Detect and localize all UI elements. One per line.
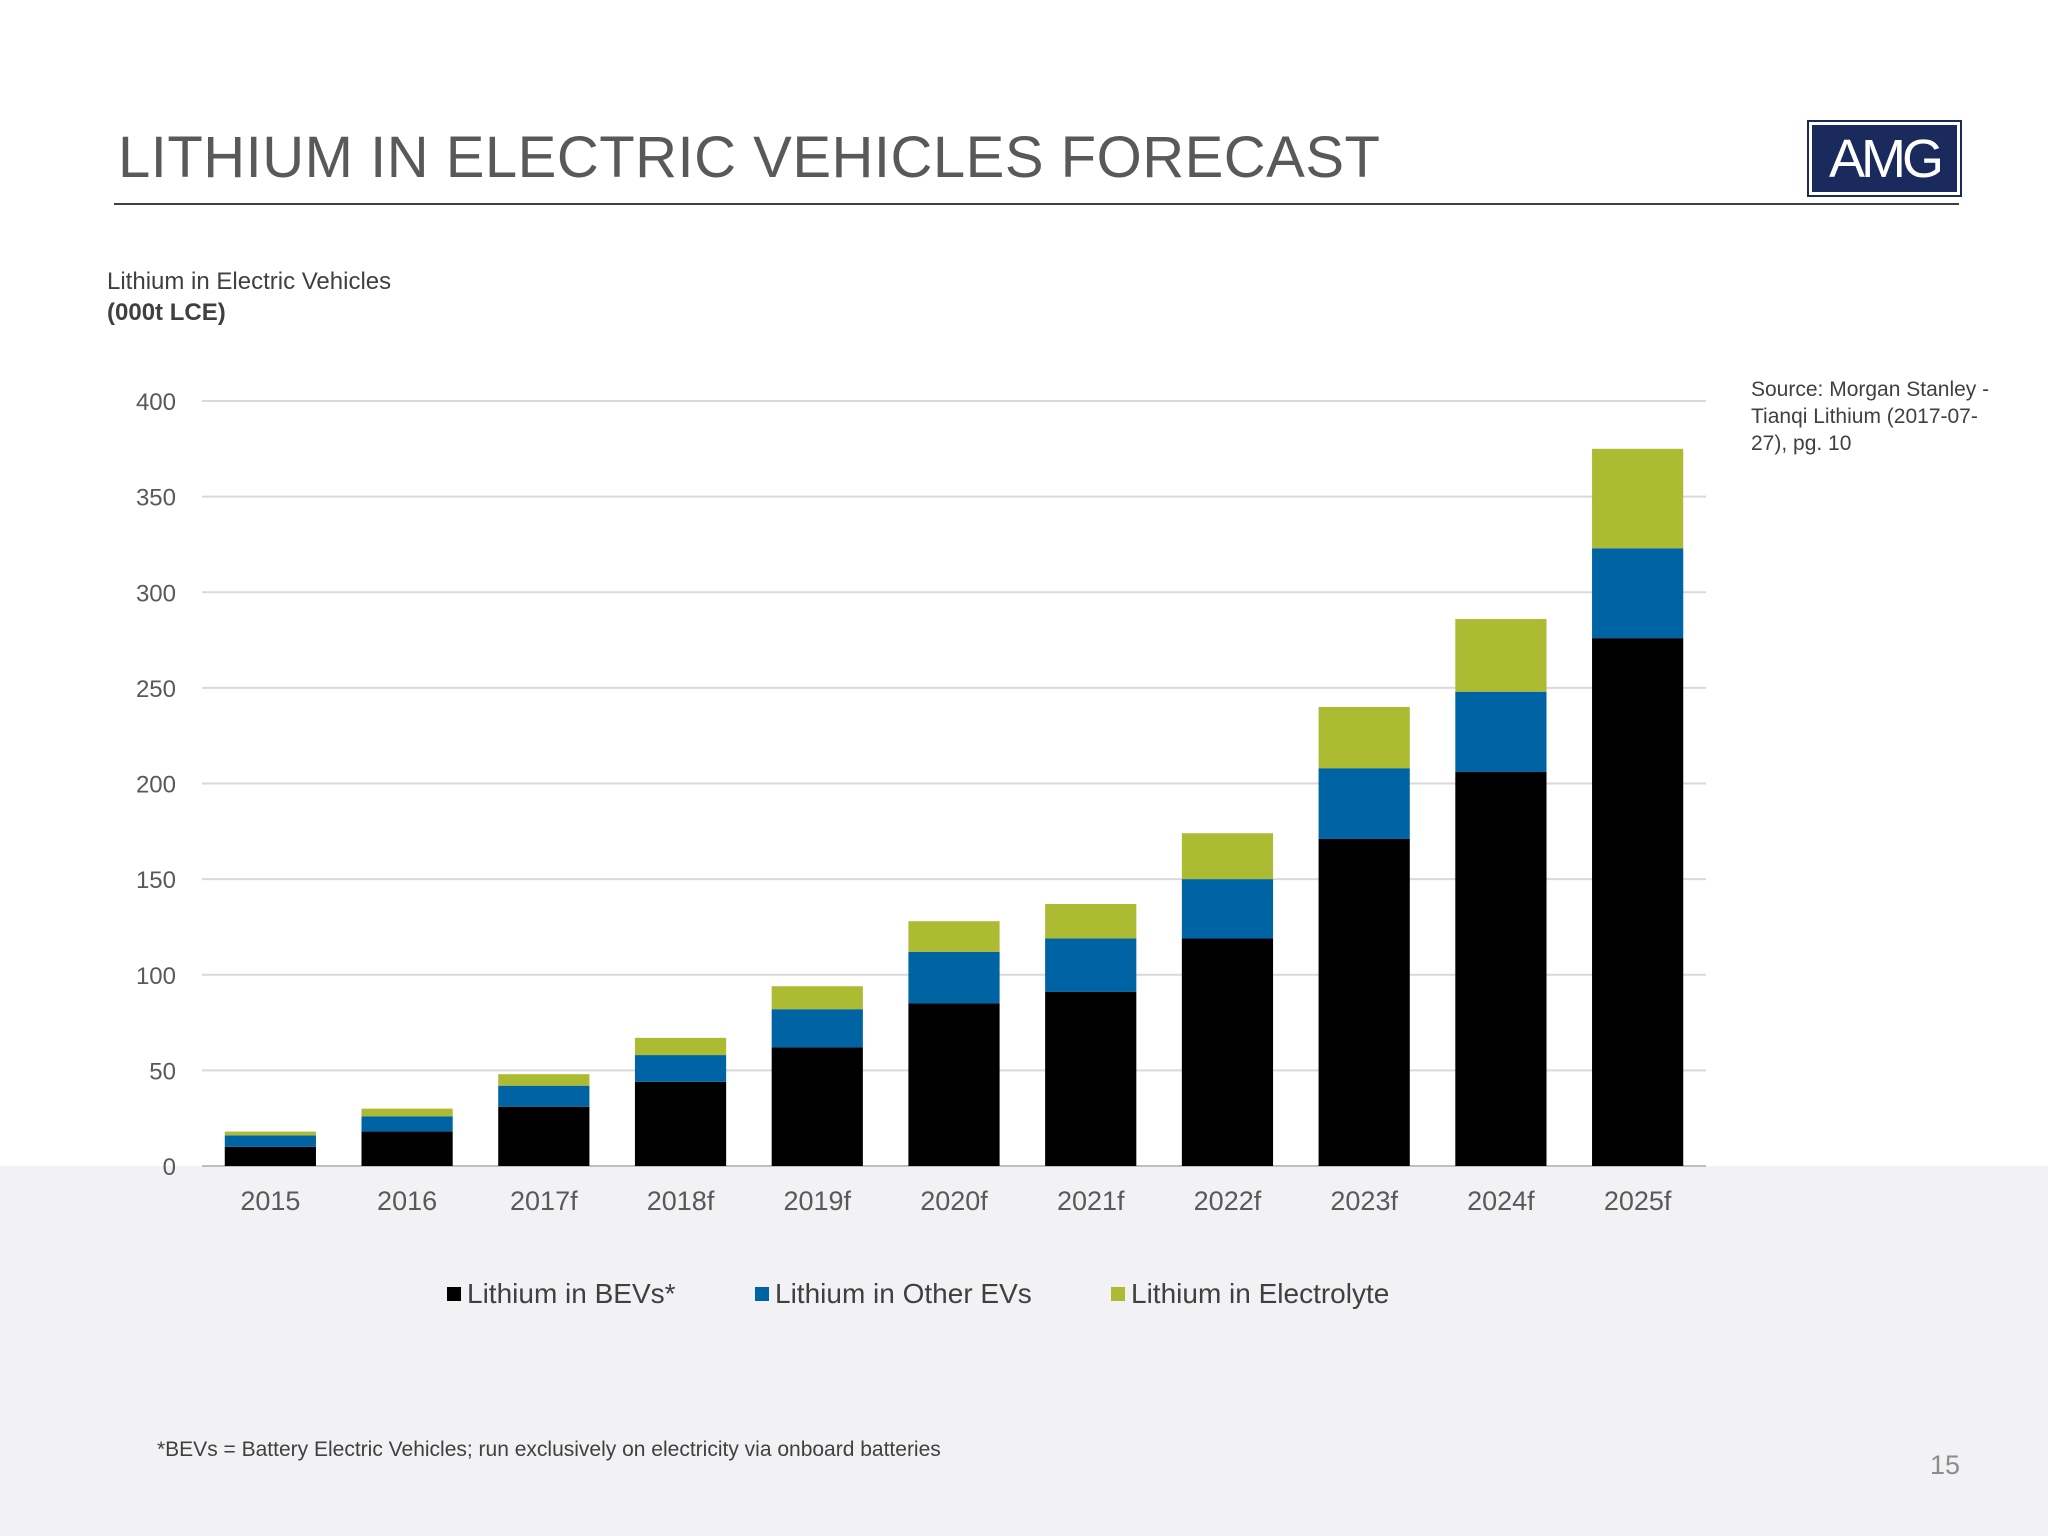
x-tick-label: 2021f: [1057, 1186, 1125, 1216]
y-tick-label: 50: [149, 1058, 176, 1085]
x-tick-label: 2015: [240, 1186, 300, 1216]
bar-segment-lithium-in-electrolyte-2022f: [1181, 833, 1274, 880]
y-tick-label: 400: [136, 389, 176, 416]
y-tick-label: 150: [136, 867, 176, 894]
bar-segment-lithium-in-other-evs-2024f: [1455, 691, 1547, 773]
bar-segment-lithium-in-electrolyte-2015: [224, 1131, 316, 1136]
bar-segment-lithium-in-other-evs-2017f: [498, 1085, 590, 1107]
bar-segment-lithium-in-electrolyte-2023f: [1318, 707, 1410, 769]
legend-swatch: [1111, 1287, 1125, 1301]
bar-segment-lithium-in-bevs--2020f: [908, 1003, 1000, 1166]
bar-segment-lithium-in-electrolyte-2025f: [1592, 448, 1684, 549]
legend-swatch: [755, 1287, 769, 1301]
bar-segment-lithium-in-electrolyte-2024f: [1455, 619, 1547, 692]
bar-segment-lithium-in-bevs--2021f: [1045, 991, 1137, 1166]
bar-segment-lithium-in-other-evs-2018f: [634, 1055, 727, 1082]
bar-segment-lithium-in-other-evs-2020f: [908, 951, 1000, 1004]
x-tick-label: 2022f: [1194, 1186, 1262, 1216]
page-title: LITHIUM IN ELECTRIC VEHICLES FORECAST: [118, 125, 1381, 190]
bar-segment-lithium-in-bevs--2023f: [1318, 838, 1410, 1166]
chart-unit: (000t LCE): [107, 299, 226, 326]
legend-item: Lithium in Electrolyte: [1111, 1278, 1389, 1310]
x-tick-label: 2020f: [920, 1186, 988, 1216]
y-tick-label: 300: [136, 580, 176, 607]
x-tick-label: 2019f: [783, 1186, 851, 1216]
bar-segment-lithium-in-electrolyte-2021f: [1045, 903, 1137, 939]
bar-segment-lithium-in-other-evs-2021f: [1045, 938, 1137, 992]
amg-logo: AMG: [1807, 120, 1962, 197]
bar-segment-lithium-in-electrolyte-2017f: [498, 1074, 590, 1086]
chart-title: Lithium in Electric Vehicles: [107, 268, 392, 295]
legend-label: Lithium in Other EVs: [775, 1278, 1032, 1309]
bar-segment-lithium-in-bevs--2016: [361, 1131, 453, 1166]
bar-segment-lithium-in-electrolyte-2019f: [771, 986, 863, 1010]
title-divider: [114, 203, 1959, 205]
y-tick-label: 350: [136, 485, 176, 512]
legend-label: Lithium in Electrolyte: [1131, 1278, 1390, 1309]
bar-segment-lithium-in-electrolyte-2016: [361, 1108, 453, 1117]
bar-segment-lithium-in-other-evs-2023f: [1318, 768, 1410, 839]
y-tick-label: 250: [136, 676, 176, 703]
x-tick-label: 2018f: [647, 1186, 715, 1216]
x-tick-label: 2025f: [1604, 1186, 1672, 1216]
chart-legend: Lithium in BEVs* Lithium in Other EVs Lith…: [0, 1278, 2048, 1318]
y-tick-label: 0: [163, 1154, 176, 1181]
bar-segment-lithium-in-bevs--2022f: [1181, 938, 1274, 1166]
x-tick-label: 2023f: [1330, 1186, 1398, 1216]
y-tick-label: 200: [136, 772, 176, 799]
x-tick-label: 2017f: [510, 1186, 578, 1216]
bar-segment-lithium-in-other-evs-2019f: [771, 1009, 863, 1048]
bar-segment-lithium-in-other-evs-2025f: [1592, 548, 1684, 639]
x-tick-label: 2024f: [1467, 1186, 1535, 1216]
bar-segment-lithium-in-electrolyte-2020f: [908, 921, 1000, 952]
legend-item: Lithium in Other EVs: [755, 1278, 1032, 1310]
footer-background: [0, 1166, 2048, 1536]
x-tick-label: 2016: [377, 1186, 437, 1216]
footnote: *BEVs = Battery Electric Vehicles; run e…: [157, 1438, 941, 1461]
bar-segment-lithium-in-electrolyte-2018f: [634, 1037, 727, 1056]
legend-label: Lithium in BEVs*: [467, 1278, 676, 1309]
y-tick-label: 100: [136, 963, 176, 990]
bar-segment-lithium-in-bevs--2019f: [771, 1047, 863, 1166]
legend-swatch: [447, 1287, 461, 1301]
bar-segment-lithium-in-other-evs-2016: [361, 1116, 453, 1132]
bar-segment-lithium-in-bevs--2025f: [1592, 638, 1684, 1166]
bar-segment-lithium-in-bevs--2024f: [1455, 772, 1547, 1166]
bar-segment-lithium-in-bevs--2015: [224, 1146, 316, 1166]
bar-segment-lithium-in-bevs--2017f: [498, 1106, 590, 1166]
bar-segment-lithium-in-other-evs-2022f: [1181, 879, 1274, 939]
bar-segment-lithium-in-bevs--2018f: [634, 1081, 727, 1166]
page-number: 15: [1930, 1450, 1961, 1480]
bar-segment-lithium-in-other-evs-2015: [224, 1135, 316, 1147]
source-note: Source: Morgan Stanley - Tianqi Lithium …: [1751, 378, 1990, 455]
legend-item: Lithium in BEVs*: [447, 1278, 676, 1310]
